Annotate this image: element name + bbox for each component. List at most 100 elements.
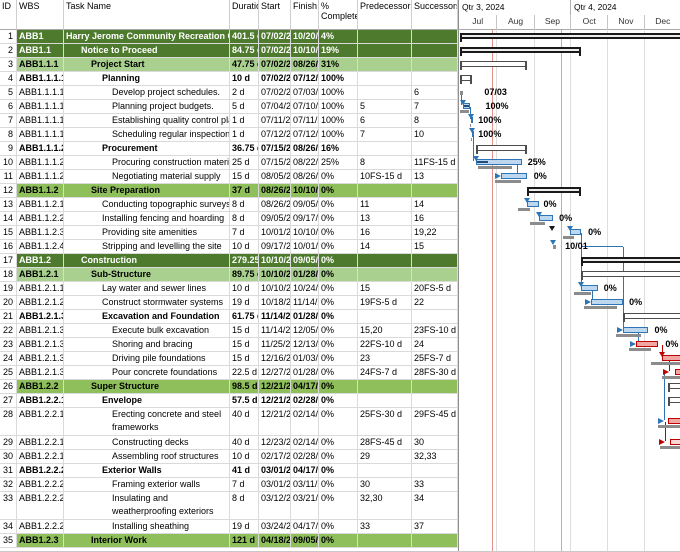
cell-wbs[interactable]: ABB1.1.2.4 xyxy=(17,240,64,254)
cell-dur[interactable]: 37 d xyxy=(230,184,259,198)
cell-dur[interactable]: 7 d xyxy=(230,226,259,240)
cell-wbs[interactable]: ABB1.2.2.2 xyxy=(17,464,64,478)
task-row[interactable]: 20 ABB1.2.1.2 Construct stormwater systems… xyxy=(0,296,458,310)
cell-start[interactable]: 07/02/24 xyxy=(259,72,291,86)
task-row[interactable]: 11 ABB1.1.1.2 Negotiating material supply 1… xyxy=(0,170,458,184)
col-header-successors[interactable]: Successors xyxy=(412,0,458,30)
cell-wbs[interactable]: ABB1.1.1.2 xyxy=(17,142,64,156)
milestone-marker[interactable] xyxy=(553,245,556,249)
task-row[interactable]: 32 ABB1.2.2.2 Framing exterior walls 7 d 03/… xyxy=(0,478,458,492)
summary-bar[interactable] xyxy=(460,61,527,67)
cell-id[interactable]: 4 xyxy=(0,72,17,86)
task-row[interactable]: 30 ABB1.2.2.1 Assembling roof structures 10… xyxy=(0,450,458,464)
cell-finish[interactable]: 07/12/24 xyxy=(291,72,319,86)
cell-start[interactable]: 12/23/24 xyxy=(259,436,291,450)
cell-succ[interactable] xyxy=(412,30,458,44)
task-row[interactable]: 19 ABB1.2.1.1 Lay water and sewer lines 10 … xyxy=(0,282,458,296)
cell-wbs[interactable]: ABB1.2.1.3 xyxy=(17,366,64,380)
cell-succ[interactable]: 7 xyxy=(412,100,458,114)
cell-wbs[interactable]: ABB1.2.2.1 xyxy=(17,450,64,464)
cell-dur[interactable]: 121 d xyxy=(230,534,259,548)
cell-start[interactable]: 10/18/24 xyxy=(259,296,291,310)
task-row[interactable]: 16 ABB1.1.2.4 Stripping and levelling the … xyxy=(0,240,458,254)
cell-wbs[interactable]: ABB1.1.1.1 xyxy=(17,72,64,86)
cell-dur[interactable]: 8 d xyxy=(230,492,259,520)
cell-pred[interactable] xyxy=(358,268,412,282)
cell-id[interactable]: 33 xyxy=(0,492,17,520)
cell-pred[interactable]: 33 xyxy=(358,520,412,534)
cell-pct[interactable]: 0% xyxy=(319,170,358,184)
task-row[interactable]: 34 ABB1.2.2.2 Installing sheathing 19 d 03/2… xyxy=(0,520,458,534)
col-header-pct-complete[interactable]: % Complete xyxy=(319,0,358,30)
cell-finish[interactable]: 02/28/25 xyxy=(291,450,319,464)
cell-id[interactable]: 9 xyxy=(0,142,17,156)
cell-pred[interactable]: 29 xyxy=(358,450,412,464)
cell-task[interactable]: Installing fencing and hoarding xyxy=(64,212,230,226)
cell-wbs[interactable]: ABB1.1.1.1 xyxy=(17,128,64,142)
cell-start[interactable]: 03/12/25 xyxy=(259,492,291,520)
cell-pred[interactable]: 19FS-5 d xyxy=(358,296,412,310)
cell-pred[interactable]: 22FS-10 d xyxy=(358,338,412,352)
col-header-wbs[interactable]: WBS xyxy=(17,0,64,30)
cell-succ[interactable]: 37 xyxy=(412,520,458,534)
cell-pred[interactable]: 15,20 xyxy=(358,324,412,338)
cell-id[interactable]: 17 xyxy=(0,254,17,268)
cell-id[interactable]: 12 xyxy=(0,184,17,198)
cell-pct[interactable]: 0% xyxy=(319,296,358,310)
cell-task[interactable]: Harry Jerome Community Recreation Centre xyxy=(64,30,230,44)
cell-pct[interactable]: 0% xyxy=(319,226,358,240)
cell-finish[interactable]: 10/10/24 xyxy=(291,226,319,240)
cell-wbs[interactable]: ABB1.1.1.1 xyxy=(17,86,64,100)
cell-id[interactable]: 30 xyxy=(0,450,17,464)
cell-id[interactable]: 13 xyxy=(0,198,17,212)
cell-pct[interactable]: 0% xyxy=(319,352,358,366)
cell-pct[interactable]: 31% xyxy=(319,58,358,72)
cell-finish[interactable]: 03/21/25 xyxy=(291,492,319,520)
cell-succ[interactable] xyxy=(412,72,458,86)
cell-pred[interactable]: 8 xyxy=(358,156,412,170)
task-row[interactable]: 8 ABB1.1.1.1 Scheduling regular inspection… xyxy=(0,128,458,142)
cell-finish[interactable]: 01/03/25 xyxy=(291,352,319,366)
cell-dur[interactable]: 15 d xyxy=(230,170,259,184)
cell-finish[interactable]: 01/28/25 xyxy=(291,310,319,324)
cell-finish[interactable]: 08/26/24 xyxy=(291,142,319,156)
cell-succ[interactable]: 25FS-7 d xyxy=(412,352,458,366)
task-row[interactable]: 24 ABB1.2.1.3 Driving pile foundations 15 d… xyxy=(0,352,458,366)
cell-task[interactable]: Conducting topographic surveys xyxy=(64,198,230,212)
cell-finish[interactable]: 01/28/25 xyxy=(291,268,319,282)
cell-succ[interactable]: 19,22 xyxy=(412,226,458,240)
cell-succ[interactable]: 32,33 xyxy=(412,450,458,464)
cell-dur[interactable]: 8 d xyxy=(230,212,259,226)
cell-pct[interactable]: 25% xyxy=(319,156,358,170)
cell-pred[interactable] xyxy=(358,58,412,72)
cell-start[interactable]: 07/02/24 xyxy=(259,58,291,72)
cell-finish[interactable]: 02/28/25 xyxy=(291,394,319,408)
cell-pct[interactable]: 0% xyxy=(319,450,358,464)
cell-dur[interactable]: 19 d xyxy=(230,296,259,310)
cell-finish[interactable]: 07/12/24 xyxy=(291,128,319,142)
cell-wbs[interactable]: ABB1.2.2.2 xyxy=(17,492,64,520)
cell-finish[interactable]: 10/01/24 xyxy=(291,240,319,254)
cell-succ[interactable]: 13 xyxy=(412,170,458,184)
cell-pct[interactable]: 0% xyxy=(319,394,358,408)
cell-task[interactable]: Exterior Walls xyxy=(64,464,230,478)
cell-wbs[interactable]: ABB1.2.3 xyxy=(17,534,64,548)
summary-bar[interactable] xyxy=(475,145,527,151)
cell-succ[interactable]: 34 xyxy=(412,492,458,520)
cell-task[interactable]: Lay water and sewer lines xyxy=(64,282,230,296)
cell-pred[interactable] xyxy=(358,142,412,156)
cell-finish[interactable]: 08/26/24 xyxy=(291,58,319,72)
cell-wbs[interactable]: ABB1.2.2 xyxy=(17,380,64,394)
cell-succ[interactable]: 23FS-10 d xyxy=(412,324,458,338)
cell-task[interactable]: Construct stormwater systems xyxy=(64,296,230,310)
cell-finish[interactable]: 09/05/25 xyxy=(291,254,319,268)
cell-task[interactable]: Constructing decks xyxy=(64,436,230,450)
cell-succ[interactable]: 20FS-5 d xyxy=(412,282,458,296)
cell-dur[interactable]: 401.5 d xyxy=(230,30,259,44)
gantt-bar[interactable] xyxy=(526,201,539,207)
